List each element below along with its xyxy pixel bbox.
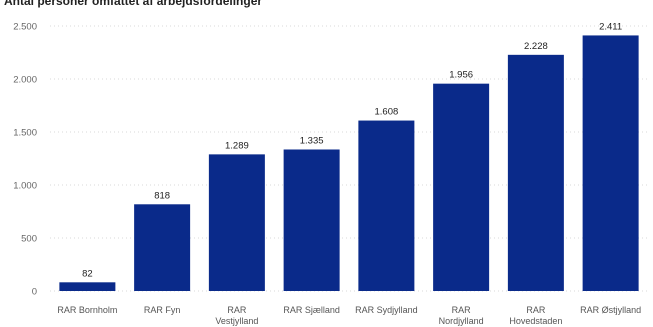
data-label: 1.289 bbox=[225, 140, 249, 151]
x-tick-label-line: RAR bbox=[452, 305, 472, 315]
x-tick-label-line: RAR bbox=[526, 305, 546, 315]
bar bbox=[433, 83, 490, 291]
x-tick-label: RAR Sjælland bbox=[283, 305, 340, 315]
x-tick-label: RAR Hovedstaden bbox=[509, 305, 562, 326]
x-tick-label-line: Nordjylland bbox=[439, 316, 484, 326]
data-label: 1.335 bbox=[300, 135, 324, 146]
bar bbox=[134, 204, 191, 291]
y-tick-label: 500 bbox=[21, 234, 37, 245]
x-tick-label-line: RAR Fyn bbox=[144, 305, 181, 315]
x-tick-label: RAR Vestjylland bbox=[215, 305, 258, 326]
data-label: 2.411 bbox=[599, 21, 622, 32]
x-tick-label: RAR Sydjylland bbox=[355, 305, 418, 315]
data-label: 1.608 bbox=[374, 107, 398, 118]
data-label: 2.228 bbox=[524, 41, 548, 52]
bar bbox=[283, 149, 340, 291]
bar bbox=[59, 282, 116, 291]
bar bbox=[582, 35, 639, 292]
x-tick-label-line: Hovedstaden bbox=[509, 316, 562, 326]
bar bbox=[507, 54, 564, 291]
x-tick-label: RAR Fyn bbox=[144, 305, 181, 315]
x-tick-label-line: RAR Bornholm bbox=[57, 305, 117, 315]
y-tick-label: 1.500 bbox=[13, 128, 37, 139]
x-tick-label: RAR Bornholm bbox=[57, 305, 117, 315]
y-tick-label: 1.000 bbox=[13, 181, 37, 192]
chart-title: Antal personer omfattet af arbejdsfordel… bbox=[4, 0, 263, 8]
x-tick-label-line: RAR Sjælland bbox=[283, 305, 340, 315]
y-tick-label: 0 bbox=[32, 287, 37, 298]
y-tick-label: 2.500 bbox=[13, 22, 37, 33]
bar bbox=[358, 120, 415, 291]
x-tick-label-line: RAR Sydjylland bbox=[355, 305, 418, 315]
x-tick-label-line: RAR Østjylland bbox=[580, 305, 641, 315]
y-tick-label: 2.000 bbox=[13, 75, 37, 86]
data-label: 1.956 bbox=[449, 70, 473, 81]
x-tick-label-line: Vestjylland bbox=[215, 316, 258, 326]
x-tick-label: RAR Østjylland bbox=[580, 305, 641, 315]
bar bbox=[208, 154, 265, 291]
data-label: 82 bbox=[82, 268, 93, 279]
x-tick-label-line: RAR bbox=[227, 305, 247, 315]
data-label: 818 bbox=[154, 190, 170, 201]
x-tick-label: RAR Nordjylland bbox=[439, 305, 484, 326]
